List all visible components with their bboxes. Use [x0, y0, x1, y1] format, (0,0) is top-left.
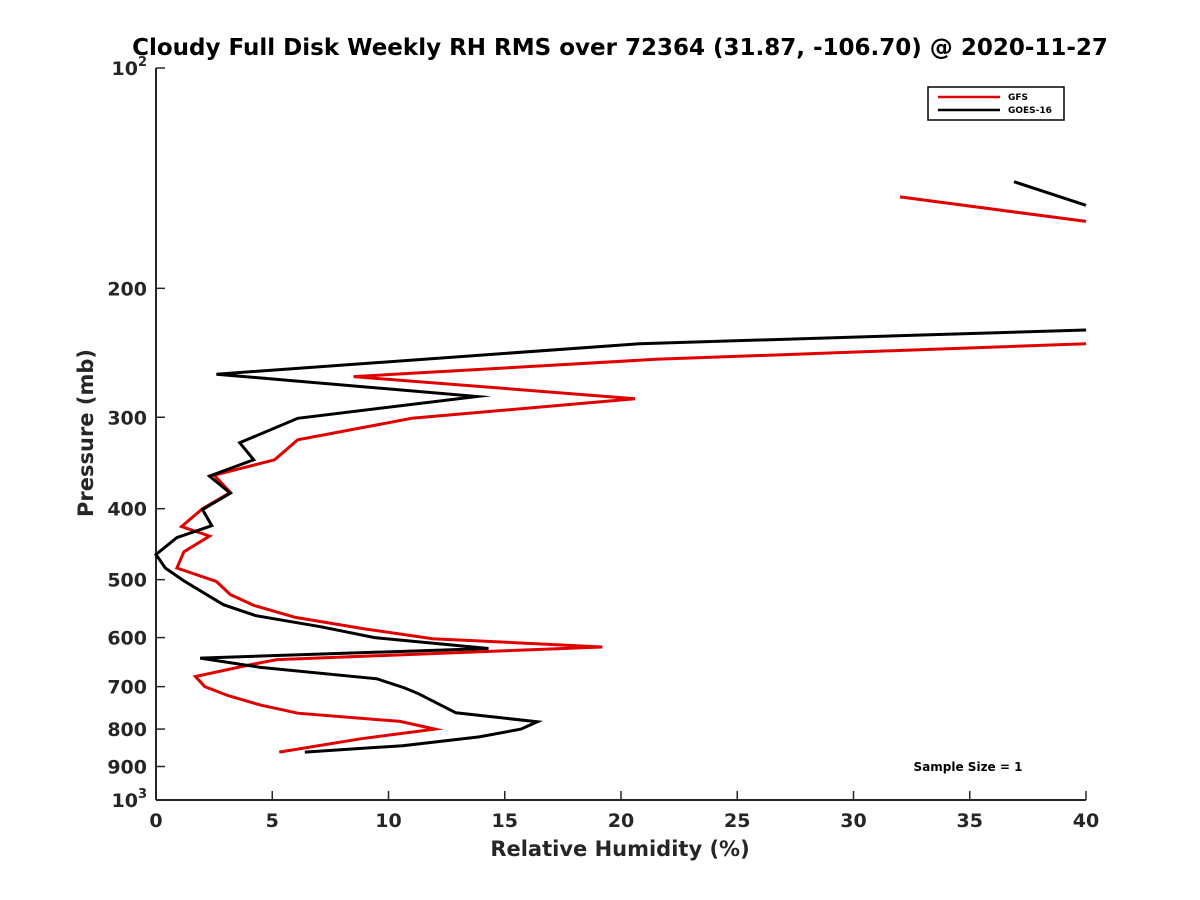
y-tick-label: 200 [107, 278, 147, 300]
legend-box [927, 86, 1065, 121]
series-line-goes16 [153, 328, 1087, 754]
x-tick-label: 10 [375, 810, 401, 832]
x-tick-label: 35 [957, 810, 983, 832]
sample-size-annotation: Sample Size = 1 [914, 760, 1023, 774]
series-line-gfs [174, 342, 1087, 754]
axes [155, 68, 1086, 801]
series-line-gfs [899, 195, 1087, 223]
legend-label-gfs: GFS [1008, 93, 1028, 103]
x-axis-label: Relative Humidity (%) [490, 837, 749, 861]
x-tick-label: 5 [266, 810, 279, 832]
y-tick-label: 600 [107, 628, 147, 650]
y-tick-label: 400 [107, 499, 147, 521]
legend-label-goes16: GOES-16 [1008, 106, 1052, 116]
y-tick-label: 700 [107, 677, 147, 699]
series-line-goes16 [1013, 180, 1087, 207]
y-tick-label: 900 [107, 757, 147, 779]
y-tick-label: 800 [107, 719, 147, 741]
legend: GFS GOES-16 [927, 86, 1065, 121]
y-tick-label: 103 [112, 787, 148, 812]
ticks: 0 5 10 15 20 25 30 35 40 102 200 300 400 500 600 700 800… [107, 55, 1099, 832]
x-tick-label: 0 [149, 810, 162, 832]
plot-lines [153, 180, 1087, 754]
y-tick-label: 500 [107, 570, 147, 592]
x-tick-label: 15 [492, 810, 518, 832]
chart-title: Cloudy Full Disk Weekly RH RMS over 7236… [132, 35, 1108, 61]
y-tick-label: 102 [112, 55, 148, 80]
x-tick-label: 30 [840, 810, 866, 832]
x-tick-label: 20 [608, 810, 634, 832]
x-tick-label: 25 [724, 810, 750, 832]
x-tick-label: 40 [1073, 810, 1099, 832]
y-axis-label: Pressure (mb) [74, 349, 98, 517]
y-tick-label: 300 [107, 407, 147, 429]
